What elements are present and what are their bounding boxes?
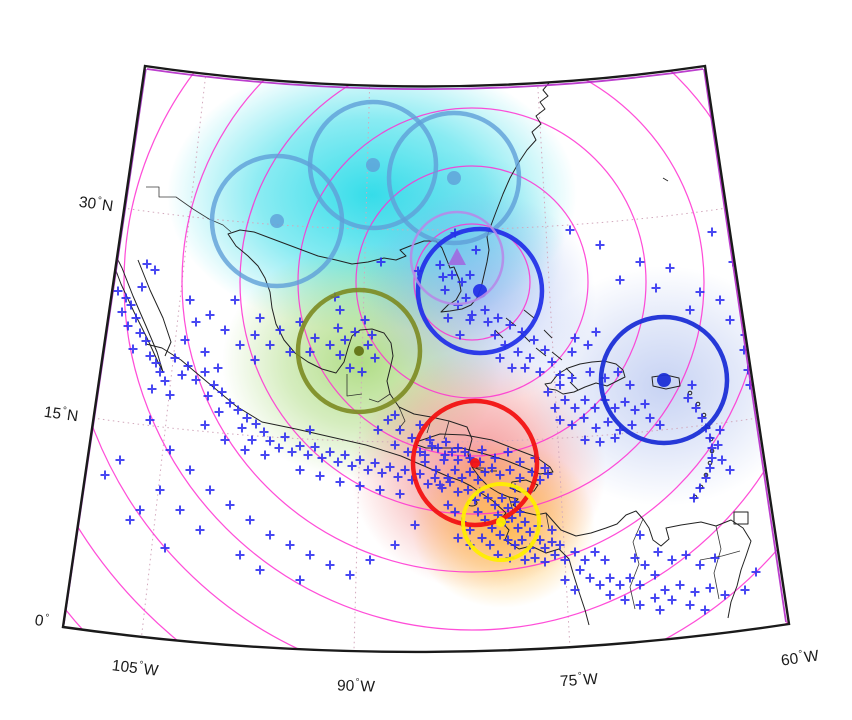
islet [523,309,535,319]
islet [551,351,563,361]
cluster-circle [598,314,730,446]
coastline [137,259,172,357]
lon-label-75w: 75°W [559,670,599,691]
islet [662,177,669,182]
reference-station-circle [409,210,505,306]
station-triangle-marker [448,248,466,265]
lon-label-90w: 90°W [336,676,376,696]
country-border [713,525,722,600]
country-border [368,393,391,403]
country-border [346,374,363,397]
range-ring [413,223,531,341]
cluster-circle [386,110,522,246]
range-ring [355,165,589,399]
country-border [443,420,450,440]
island-outline [733,511,749,525]
island-outline [544,360,626,395]
cluster-circle [410,398,540,528]
cluster-circle [295,287,423,415]
range-ring [123,66,789,631]
map-frame [61,64,791,654]
cluster-center-dot [366,158,380,172]
graticule-parallel [92,417,759,443]
frame-accent-line [703,68,787,623]
cluster-center-dot [447,171,461,185]
islet [569,381,579,391]
lat-label-0: 0° [33,611,50,631]
cluster-circle [307,99,439,231]
islet [543,329,553,339]
graticule-parallel [122,207,728,231]
island-outline [509,479,539,493]
frame-accent-line [146,68,704,90]
cluster-center-dot [470,458,480,468]
cluster-circle [415,226,545,356]
cluster-center-dot [354,346,364,356]
range-ring [239,66,705,515]
cluster-center-dot [496,517,506,527]
graticule-meridian [536,71,571,649]
cluster-circles [209,99,730,562]
country-border [146,186,232,233]
cluster-circle [461,482,541,562]
country-border [545,512,550,530]
epicenter-markers [100,225,761,615]
country-border [699,550,741,561]
cluster-center-dot [270,214,284,228]
graticule-meridian [139,71,207,651]
islet [535,347,547,357]
cluster-center-dot [657,373,671,387]
small-island [687,390,693,396]
